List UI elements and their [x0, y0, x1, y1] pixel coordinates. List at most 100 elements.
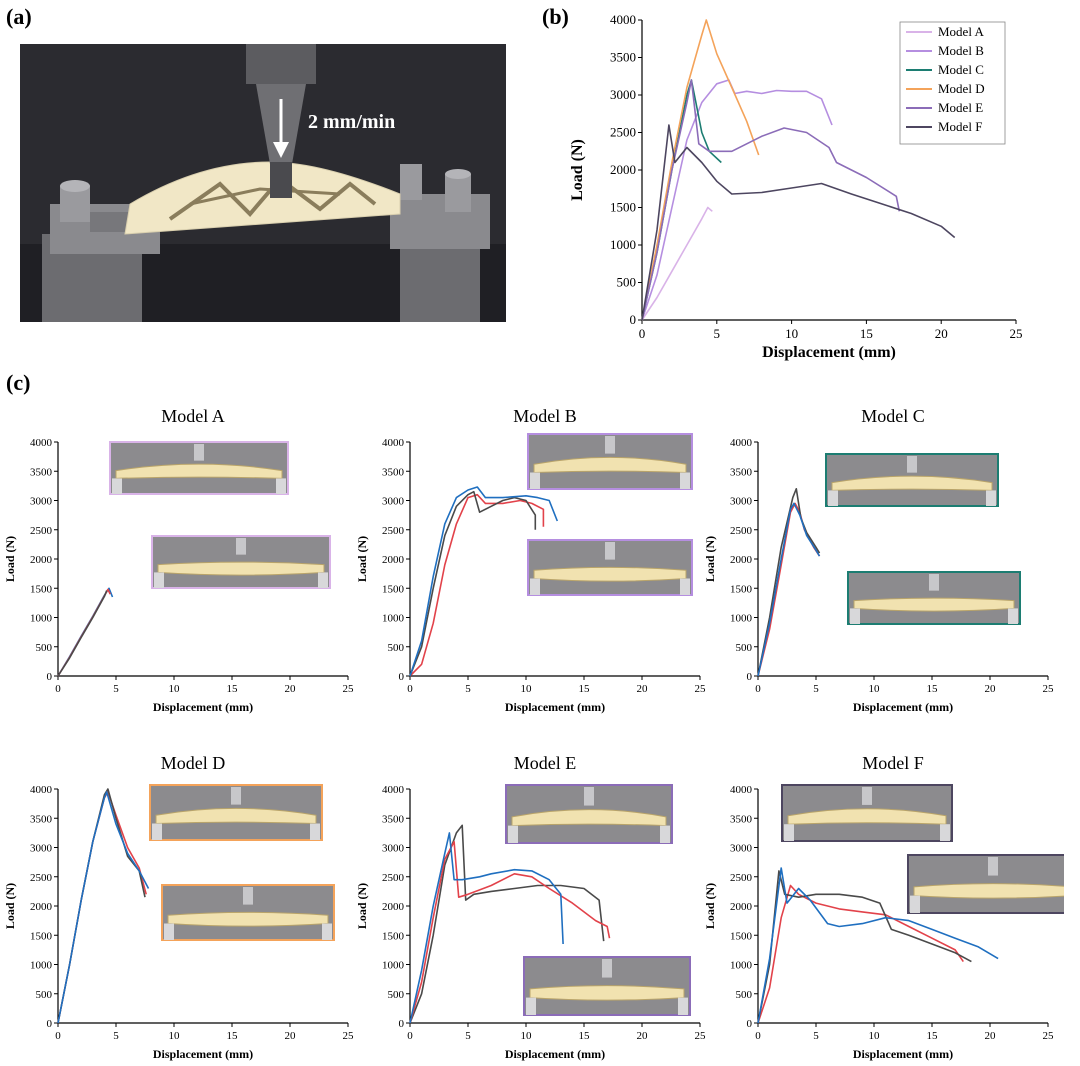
legend-box	[899, 21, 1006, 145]
y-tick-label: 3000	[730, 496, 753, 508]
y-tick-label: 0	[47, 671, 53, 683]
y-tick-label: 500	[388, 642, 405, 654]
series-line-trial-2	[57, 788, 146, 1024]
inset-support-left	[784, 824, 794, 841]
y-tick-label: 1000	[30, 613, 53, 625]
inset-photo-failure	[151, 535, 331, 589]
inset-photo-peak	[825, 453, 999, 507]
inset-indenter	[605, 542, 615, 560]
y-tick-label: 2500	[610, 125, 636, 140]
x-tick-label: 5	[113, 683, 119, 695]
inset-support-left	[526, 997, 536, 1015]
y-tick-label: 3000	[30, 843, 53, 855]
chart-b: 0 5 10 15 20 25 0 500 1000 1500 2000 2500 3000 3500 40…	[569, 12, 1023, 361]
y-tick-label: 3000	[30, 496, 53, 508]
series-line-model-e	[641, 79, 901, 321]
inset-support-left	[508, 825, 518, 843]
chart-model-d: 0 5 10 15 20 25 0 500 1000 1500 2000 2500 3000 3500 40…	[3, 753, 355, 1061]
y-tick-label: 0	[47, 1018, 53, 1030]
y-tick-label: 3500	[610, 50, 636, 65]
inset-photo-peak	[149, 784, 323, 841]
y-tick-label: 2500	[30, 525, 53, 537]
x-tick-label: 0	[407, 1030, 413, 1042]
x-tick-label: 10	[521, 1030, 533, 1042]
inset-indenter	[584, 787, 594, 806]
y-tick-label: 500	[736, 989, 753, 1001]
inset-support-left	[164, 923, 174, 940]
x-tick-label: 20	[637, 1030, 649, 1042]
y-tick-label: 1500	[610, 200, 636, 215]
y-tick-label: 1000	[382, 613, 405, 625]
y-tick-label: 0	[399, 671, 405, 683]
inset-support-right	[310, 823, 320, 840]
series-line-trial-1	[757, 502, 821, 677]
y-tick-label: 4000	[730, 437, 753, 449]
inset-specimen	[511, 809, 667, 827]
y-tick-label: 1500	[30, 583, 53, 595]
y-tick-label: 2000	[30, 554, 53, 566]
legend-entry: Model A	[938, 24, 984, 39]
test-setup-photo: 2 mm/min	[20, 44, 506, 322]
y-tick-label: 2000	[382, 901, 405, 913]
inset-photo-failure	[907, 854, 1064, 914]
inset-specimen	[157, 561, 325, 576]
y-tick-label: 2000	[382, 554, 405, 566]
chart-model-a: 0 5 10 15 20 25 0 500 1000 1500 2000 2500 3000 3500 40…	[3, 406, 355, 714]
right-support	[390, 164, 490, 322]
x-tick-label: 25	[343, 1030, 355, 1042]
x-tick-label: 25	[695, 683, 707, 695]
x-axis-label: Displacement (mm)	[505, 700, 605, 714]
inset-indenter	[243, 887, 253, 905]
inset-support-right	[318, 572, 328, 588]
y-tick-label: 2500	[30, 872, 53, 884]
y-axis-label: Load (N)	[3, 883, 17, 929]
inset-support-right	[660, 825, 670, 843]
y-tick-label: 3500	[382, 813, 405, 825]
y-tick-label: 2000	[610, 162, 636, 177]
inset-indenter	[194, 444, 204, 461]
x-axis-label: Displacement (mm)	[762, 344, 896, 361]
y-tick-label: 3500	[30, 813, 53, 825]
inset-support-left	[910, 895, 920, 913]
x-tick-label: 15	[579, 683, 591, 695]
inset-support-left	[530, 578, 540, 595]
series-line-trial-2	[409, 490, 537, 677]
inset-support-right	[986, 490, 996, 506]
series-line-trial-3	[409, 832, 564, 1024]
x-tick-label: 10	[869, 683, 881, 695]
x-tick-label: 15	[927, 1030, 939, 1042]
series-line-trial-2	[409, 840, 611, 1024]
inset-support-right	[322, 923, 332, 940]
x-tick-label: 25	[695, 1030, 707, 1042]
series-line-trial-2	[757, 488, 821, 677]
x-tick-label: 15	[579, 1030, 591, 1042]
x-tick-label: 25	[343, 683, 355, 695]
x-tick-label: 0	[407, 683, 413, 695]
y-tick-label: 2500	[730, 872, 753, 884]
y-tick-label: 3000	[610, 87, 636, 102]
loading-nose	[246, 44, 316, 198]
left-support	[42, 180, 160, 322]
x-axis-label: Displacement (mm)	[153, 700, 253, 714]
y-tick-label: 1000	[730, 960, 753, 972]
y-tick-label: 500	[388, 989, 405, 1001]
series-line-trial-3	[57, 590, 108, 677]
chart-title: Model C	[861, 406, 925, 426]
y-axis-label: Load (N)	[355, 883, 369, 929]
inset-indenter	[929, 574, 939, 591]
x-tick-label: 5	[465, 1030, 471, 1042]
x-tick-label: 0	[55, 683, 61, 695]
y-tick-label: 2500	[382, 872, 405, 884]
x-tick-label: 10	[169, 1030, 181, 1042]
x-tick-label: 20	[285, 1030, 297, 1042]
down-arrow-icon	[273, 99, 289, 158]
x-tick-label: 20	[285, 683, 297, 695]
x-axis-label: Displacement (mm)	[153, 1047, 253, 1061]
series-line-trial-3	[757, 867, 999, 1024]
inset-photo-failure	[161, 884, 335, 941]
speed-label: 2 mm/min	[308, 111, 395, 133]
x-tick-label: 25	[1043, 1030, 1055, 1042]
y-tick-label: 2000	[30, 901, 53, 913]
inset-specimen	[167, 911, 329, 927]
chart-model-c: 0 5 10 15 20 25 0 500 1000 1500 2000 2500 3000 3500 40…	[704, 406, 1054, 714]
